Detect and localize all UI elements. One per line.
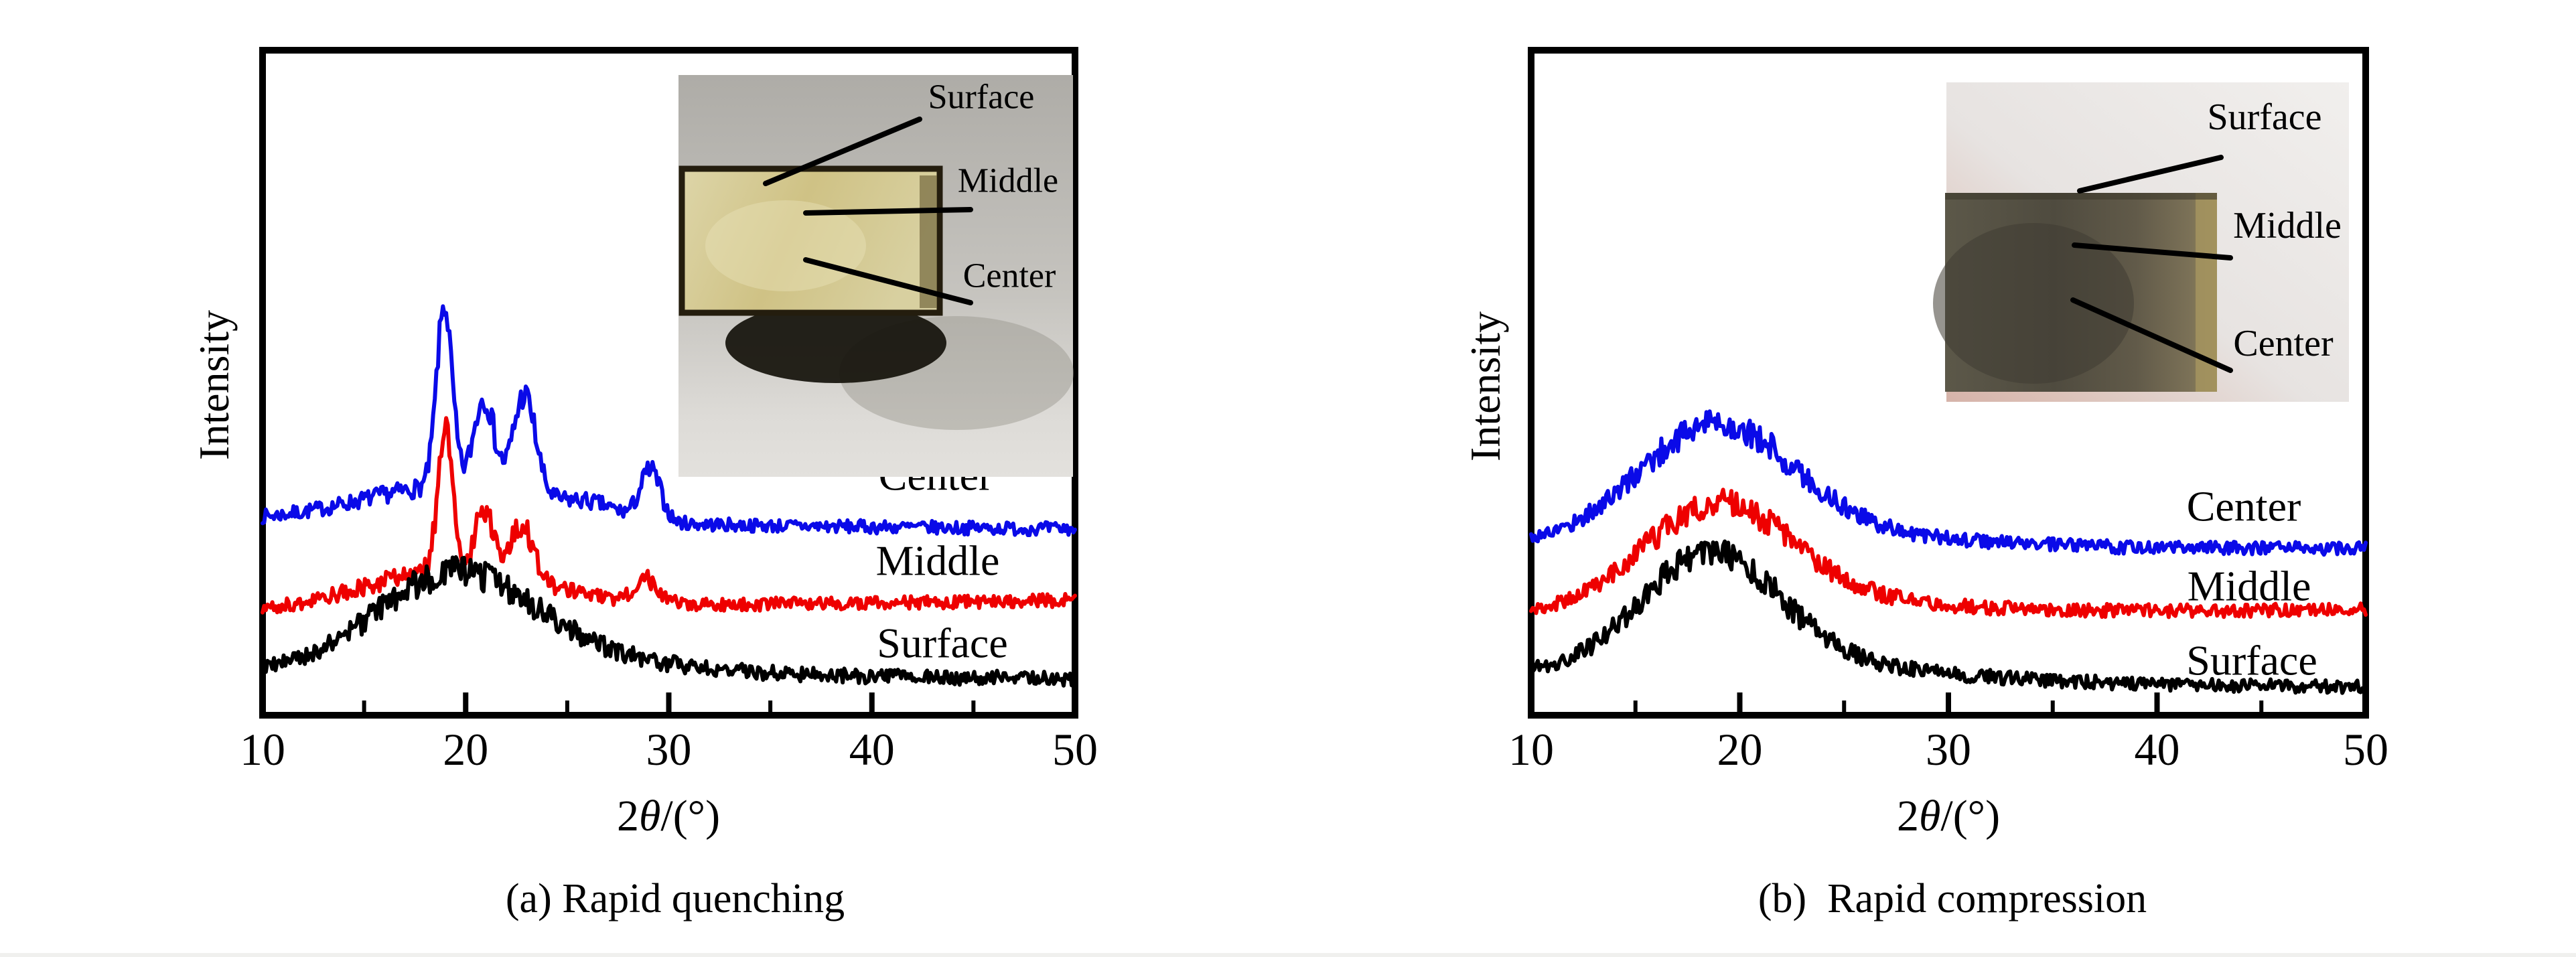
inset-photo-a: Surface Middle Center <box>678 75 1074 477</box>
curve-label-middle-a: Middle <box>876 537 1000 585</box>
inset-photo-b: Surface Middle Center <box>1933 82 2349 402</box>
x-tick-label-30: 30 <box>646 724 692 775</box>
leader-line-center-a <box>803 257 973 305</box>
plot-box-a <box>259 47 1078 719</box>
x-axis-label-b: 2θ/(°) <box>1897 792 2000 840</box>
inset-b-label-center: Center <box>2233 323 2334 364</box>
inset-a-label-surface: Surface <box>928 78 1035 117</box>
y-axis-label-a: Intensity <box>190 310 238 460</box>
curve-b-center <box>1529 409 2368 557</box>
inset-a-sample-side <box>920 175 937 308</box>
x-axis-label-a: 2θ/(°) <box>617 792 720 840</box>
x-tick-labels-b: 10 20 30 40 50 <box>1508 724 2388 775</box>
inset-a-dark-shadow <box>725 303 946 383</box>
x-tick-label-40: 40 <box>849 724 895 775</box>
inset-a-label-middle: Middle <box>958 162 1058 200</box>
inset-a-sample-block <box>678 165 943 316</box>
x-axis-ticks-a <box>362 692 976 713</box>
inset-b-label-middle: Middle <box>2233 205 2342 246</box>
x-tick-label-50: 50 <box>1052 724 1098 775</box>
caption-a: (a) Rapid quenching <box>506 876 845 922</box>
x-tick-label-10: 10 <box>1508 724 1554 775</box>
bottom-edge-artifact <box>0 953 2576 957</box>
curve-a-middle <box>261 416 1077 615</box>
x-tick-labels-a: 10 20 30 40 50 <box>240 724 1098 775</box>
leader-line-surface-a <box>763 117 922 186</box>
theta-symbol-a: θ <box>639 792 660 840</box>
curve-label-surface-a: Surface <box>877 619 1007 667</box>
inset-a-sample-highlight <box>705 200 866 291</box>
panel-a: 10 20 30 40 50 Intensity 2θ/(°) (a) Rapid qu… <box>190 47 1098 922</box>
curve-label-surface-b: Surface <box>2186 637 2317 684</box>
x-axis-ticks-b <box>1633 692 2264 713</box>
curve-a-center <box>261 304 1077 537</box>
x-label-suffix-b: /(°) <box>1940 792 2000 840</box>
x-tick-label-30: 30 <box>1926 724 1971 775</box>
theta-symbol-b: θ <box>1919 792 1940 840</box>
curve-label-center-b: Center <box>2187 483 2301 530</box>
curve-label-middle-b: Middle <box>2188 563 2311 610</box>
x-tick-label-20: 20 <box>1717 724 1763 775</box>
inset-b-sample-top-edge <box>1945 193 2217 200</box>
x-label-prefix-a: 2 <box>617 792 639 840</box>
curve-b-surface <box>1529 539 2368 695</box>
caption-b: (b) Rapid compression <box>1758 876 2147 922</box>
curve-a-surface <box>261 555 1077 688</box>
leader-line-middle-a <box>803 207 973 216</box>
inset-b-sample-shading <box>1933 223 2134 384</box>
leader-line-center-b <box>2070 297 2233 373</box>
inset-a-label-center: Center <box>963 257 1056 295</box>
x-tick-label-50: 50 <box>2343 724 2388 775</box>
x-label-prefix-b: 2 <box>1897 792 1919 840</box>
panel-b: 10 20 30 40 50 Intensity 2θ/(°) (b) Rapid co… <box>1461 47 2388 922</box>
plot-box-b <box>1528 47 2369 719</box>
x-tick-label-40: 40 <box>2135 724 2180 775</box>
leader-line-surface-b <box>2077 155 2224 194</box>
x-label-suffix-a: /(°) <box>660 792 720 840</box>
curve-b-middle <box>1529 488 2368 619</box>
curves-b <box>1529 409 2368 695</box>
x-tick-label-10: 10 <box>240 724 285 775</box>
inset-b-label-surface: Surface <box>2207 96 2321 138</box>
y-axis-label-b: Intensity <box>1461 311 1509 461</box>
x-tick-label-20: 20 <box>443 724 488 775</box>
curves-a <box>261 304 1077 688</box>
leader-line-middle-b <box>2072 242 2233 261</box>
